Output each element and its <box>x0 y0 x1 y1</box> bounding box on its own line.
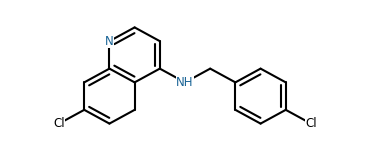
Text: Cl: Cl <box>305 117 317 130</box>
Text: Cl: Cl <box>53 117 65 130</box>
Text: NH: NH <box>176 76 194 89</box>
Text: N: N <box>105 35 114 48</box>
